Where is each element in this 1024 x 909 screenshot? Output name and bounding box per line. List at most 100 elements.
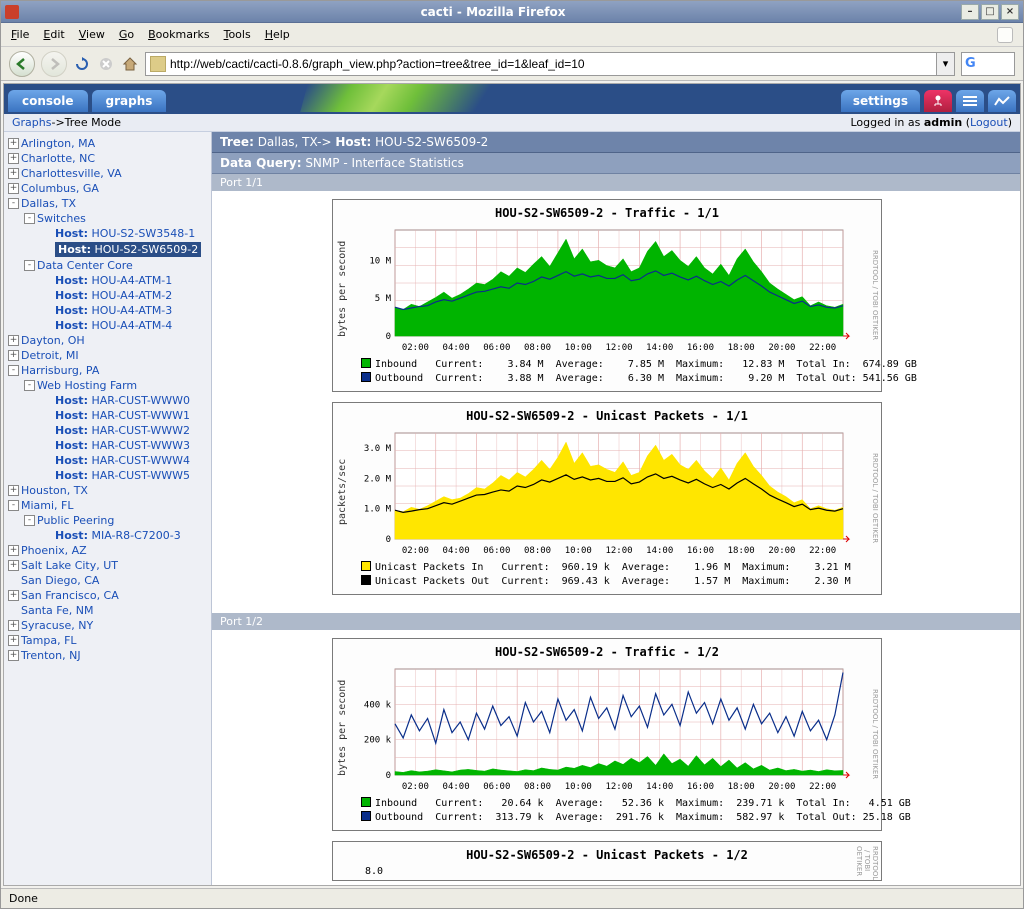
svg-text:16:00: 16:00 bbox=[687, 343, 714, 353]
tree-host-link[interactable]: Host: HAR-CUST-WWW3 bbox=[55, 439, 190, 452]
menu-file[interactable]: File bbox=[11, 28, 29, 41]
tree-expander[interactable]: - bbox=[8, 500, 19, 511]
tree-expander[interactable]: + bbox=[8, 560, 19, 571]
tree-node-link[interactable]: Tampa, FL bbox=[21, 634, 77, 647]
tree-host-link[interactable]: Host: HOU-A4-ATM-3 bbox=[55, 304, 172, 317]
url-bar[interactable]: ▾ bbox=[145, 52, 955, 76]
tree-expander[interactable]: - bbox=[24, 260, 35, 271]
tree-expander[interactable]: - bbox=[8, 365, 19, 376]
close-button[interactable]: × bbox=[1001, 4, 1019, 20]
tree-node-link[interactable]: Phoenix, AZ bbox=[21, 544, 87, 557]
tree-expander[interactable]: + bbox=[8, 335, 19, 346]
menu-tools[interactable]: Tools bbox=[224, 28, 251, 41]
home-button[interactable] bbox=[121, 55, 139, 73]
list-view-icon[interactable] bbox=[956, 90, 984, 112]
tree-node-link[interactable]: Data Center Core bbox=[37, 259, 133, 272]
tree-node-link[interactable]: Columbus, GA bbox=[21, 182, 99, 195]
tree-node-link[interactable]: Dayton, OH bbox=[21, 334, 85, 347]
svg-text:3.0 M: 3.0 M bbox=[364, 444, 392, 454]
graph-traffic-1-1[interactable]: RRDTOOL / TOBI OETIKER HOU-S2-SW6509-2 -… bbox=[332, 199, 882, 392]
tree-node-link[interactable]: Salt Lake City, UT bbox=[21, 559, 118, 572]
svg-text:08:00: 08:00 bbox=[524, 782, 551, 792]
graph-traffic-1-2[interactable]: RRDTOOL / TOBI OETIKER HOU-S2-SW6509-2 -… bbox=[332, 638, 882, 831]
tree-expander[interactable]: - bbox=[24, 213, 35, 224]
url-input[interactable] bbox=[170, 54, 936, 74]
svg-text:1.0 M: 1.0 M bbox=[364, 505, 392, 515]
status-bar: Done bbox=[1, 888, 1023, 908]
menu-go[interactable]: Go bbox=[119, 28, 134, 41]
location-tree[interactable]: + Arlington, MA+ Charlotte, NC+ Charlott… bbox=[4, 132, 212, 885]
tree-host-link[interactable]: Host: HOU-S2-SW6509-2 bbox=[55, 242, 201, 257]
tree-host-link[interactable]: Host: HAR-CUST-WWW0 bbox=[55, 394, 190, 407]
tree-node-link[interactable]: Santa Fe, NM bbox=[21, 604, 93, 617]
tree-node-link[interactable]: Houston, TX bbox=[21, 484, 88, 497]
favicon-icon bbox=[150, 56, 166, 72]
menu-edit[interactable]: Edit bbox=[43, 28, 64, 41]
tree-view-icon[interactable] bbox=[924, 90, 952, 112]
tree-host-link[interactable]: Host: HAR-CUST-WWW1 bbox=[55, 409, 190, 422]
logout-link[interactable]: Logout bbox=[970, 116, 1008, 129]
tree-node-link[interactable]: San Francisco, CA bbox=[21, 589, 119, 602]
tree-expander[interactable]: + bbox=[8, 153, 19, 164]
tree-expander[interactable]: + bbox=[8, 620, 19, 631]
tree-node-link[interactable]: Detroit, MI bbox=[21, 349, 79, 362]
preview-view-icon[interactable] bbox=[988, 90, 1016, 112]
graph-packets-1-2[interactable]: RRDTOOL / TOBI OETIKER HOU-S2-SW6509-2 -… bbox=[332, 841, 882, 881]
menu-bookmarks[interactable]: Bookmarks bbox=[148, 28, 209, 41]
tree-host-link[interactable]: Host: HOU-A4-ATM-4 bbox=[55, 319, 172, 332]
tree-expander[interactable]: - bbox=[24, 380, 35, 391]
tree-expander[interactable]: + bbox=[8, 183, 19, 194]
tree-node-link[interactable]: Web Hosting Farm bbox=[37, 379, 137, 392]
tree-host-link[interactable]: Host: HAR-CUST-WWW4 bbox=[55, 454, 190, 467]
maximize-button[interactable]: □ bbox=[981, 4, 999, 20]
menu-help[interactable]: Help bbox=[265, 28, 290, 41]
svg-text:2.0 M: 2.0 M bbox=[364, 474, 392, 484]
svg-text:08:00: 08:00 bbox=[524, 546, 551, 556]
tree-node-link[interactable]: Arlington, MA bbox=[21, 137, 95, 150]
tree-node-link[interactable]: Syracuse, NY bbox=[21, 619, 93, 632]
graph-packets-1-1[interactable]: RRDTOOL / TOBI OETIKER HOU-S2-SW6509-2 -… bbox=[332, 402, 882, 595]
tree-node-link[interactable]: Public Peering bbox=[37, 514, 114, 527]
breadcrumb-mode: Tree Mode bbox=[65, 116, 121, 129]
breadcrumb-graphs[interactable]: Graphs bbox=[12, 116, 51, 129]
reload-button[interactable] bbox=[73, 55, 91, 73]
tab-graphs[interactable]: graphs bbox=[92, 90, 167, 112]
tree-host-link[interactable]: Host: MIA-R8-C7200-3 bbox=[55, 529, 181, 542]
tree-host-link[interactable]: Host: HOU-A4-ATM-2 bbox=[55, 289, 172, 302]
tree-node-link[interactable]: Dallas, TX bbox=[21, 197, 76, 210]
tree-expander[interactable]: + bbox=[8, 590, 19, 601]
tree-node-link[interactable]: Trenton, NJ bbox=[21, 649, 81, 662]
menu-view[interactable]: View bbox=[79, 28, 105, 41]
tree-node-link[interactable]: Charlotte, NC bbox=[21, 152, 95, 165]
minimize-button[interactable]: – bbox=[961, 4, 979, 20]
tree-node-link[interactable]: Harrisburg, PA bbox=[21, 364, 99, 377]
tree-expander[interactable]: + bbox=[8, 635, 19, 646]
tree-node-link[interactable]: Miami, FL bbox=[21, 499, 74, 512]
back-button[interactable] bbox=[9, 51, 35, 77]
tree-host-link[interactable]: Host: HAR-CUST-WWW5 bbox=[55, 469, 190, 482]
tree-expander[interactable]: - bbox=[24, 515, 35, 526]
search-bar[interactable]: G bbox=[961, 52, 1015, 76]
tree-expander[interactable]: + bbox=[8, 545, 19, 556]
stop-button[interactable] bbox=[97, 55, 115, 73]
url-dropdown[interactable]: ▾ bbox=[936, 53, 954, 75]
tree-expander[interactable]: + bbox=[8, 168, 19, 179]
chart-svg: 0200 k400 k02:0004:0006:0008:0010:0012:0… bbox=[351, 663, 877, 793]
tree-host-link[interactable]: Host: HOU-S2-SW3548-1 bbox=[55, 227, 195, 240]
tree-expander[interactable]: + bbox=[8, 138, 19, 149]
tab-console[interactable]: console bbox=[8, 90, 88, 112]
tree-node-link[interactable]: Charlottesville, VA bbox=[21, 167, 122, 180]
tree-expander[interactable]: + bbox=[8, 350, 19, 361]
forward-button[interactable] bbox=[41, 51, 67, 77]
svg-text:12:00: 12:00 bbox=[605, 546, 632, 556]
tab-settings[interactable]: settings bbox=[841, 90, 920, 112]
tree-expander[interactable]: - bbox=[8, 198, 19, 209]
tree-expander[interactable]: + bbox=[8, 485, 19, 496]
tree-host-link[interactable]: Host: HOU-A4-ATM-1 bbox=[55, 274, 172, 287]
tree-expander[interactable]: + bbox=[8, 650, 19, 661]
svg-text:10:00: 10:00 bbox=[565, 782, 592, 792]
svg-text:12:00: 12:00 bbox=[605, 782, 632, 792]
tree-node-link[interactable]: San Diego, CA bbox=[21, 574, 99, 587]
tree-node-link[interactable]: Switches bbox=[37, 212, 86, 225]
tree-host-link[interactable]: Host: HAR-CUST-WWW2 bbox=[55, 424, 190, 437]
